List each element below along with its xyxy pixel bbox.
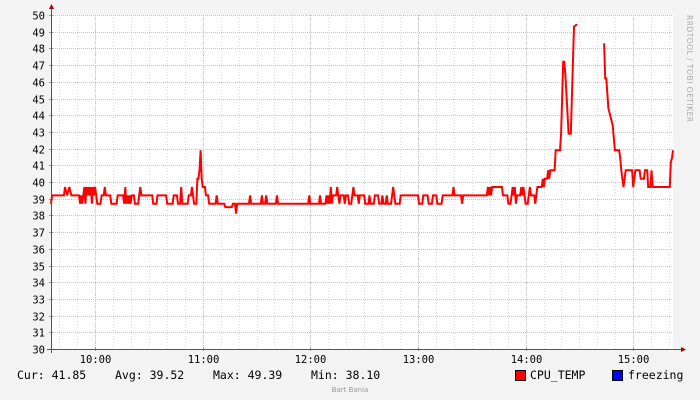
y-tick-label: 39	[32, 195, 45, 207]
y-tick-label: 33	[32, 295, 45, 307]
x-tick-label: 11:00	[188, 354, 220, 366]
y-tick-label: 36	[32, 245, 45, 257]
y-tick-label: 32	[32, 312, 45, 324]
legend-swatch-cpu-temp	[515, 370, 526, 381]
y-tick-label: 43	[32, 128, 45, 140]
x-tick-label: 14:00	[511, 354, 543, 366]
stat-max: Max: 49.39	[213, 368, 283, 382]
y-tick-label: 37	[32, 228, 45, 240]
legend-label-freezing: freezing	[628, 368, 684, 382]
stat-avg: Avg: 39.52	[115, 368, 185, 382]
y-tick-label: 49	[32, 28, 45, 40]
y-tick-label: 30	[32, 345, 45, 357]
legend-label-cpu-temp: CPU_TEMP	[530, 368, 586, 382]
x-tick-label: 15:00	[618, 354, 650, 366]
y-tick-label: 31	[32, 328, 45, 340]
footer-credit: Bart Bania	[331, 386, 369, 394]
y-tick-label: 47	[32, 61, 45, 73]
x-tick-label: 10:00	[80, 354, 112, 366]
legend-swatch-freezing	[612, 370, 623, 381]
stat-cur: Cur: 41.85	[17, 368, 87, 382]
watermark-text: RRDTOOL / TOBI OETIKER	[685, 15, 694, 123]
y-axis-arrow	[49, 4, 54, 9]
series-line-cpu-temp-0	[50, 24, 578, 214]
y-tick-label: 44	[32, 111, 45, 123]
x-axis-arrow	[681, 347, 686, 352]
stat-min: Min: 38.10	[311, 368, 381, 382]
x-tick-label: 13:00	[403, 354, 435, 366]
y-tick-label: 48	[32, 44, 45, 56]
x-tick-label: 12:00	[295, 354, 327, 366]
y-tick-label: 35	[32, 262, 45, 274]
series-line-cpu-temp-1	[603, 43, 674, 188]
y-tick-label: 50	[32, 11, 45, 23]
y-tick-label: 45	[32, 95, 45, 107]
y-tick-label: 34	[32, 278, 45, 290]
y-tick-label: 42	[32, 145, 45, 157]
y-tick-label: 46	[32, 78, 45, 90]
y-tick-label: 41	[32, 161, 45, 173]
y-tick-label: 38	[32, 211, 45, 223]
y-tick-label: 40	[32, 178, 45, 190]
watermark: RRDTOOL / TOBI OETIKER	[682, 15, 694, 215]
